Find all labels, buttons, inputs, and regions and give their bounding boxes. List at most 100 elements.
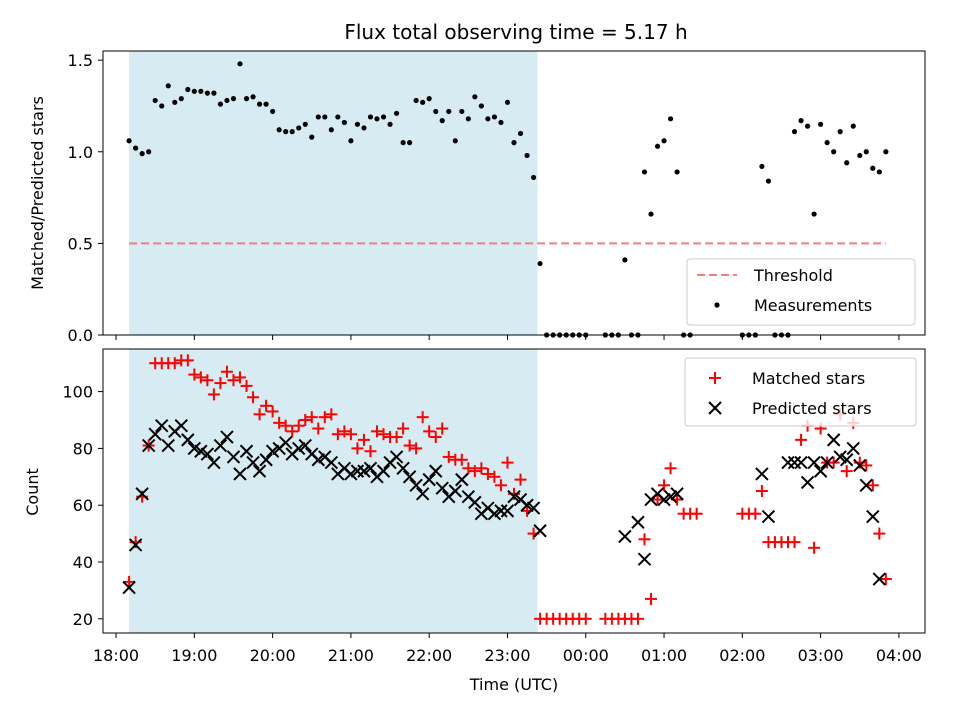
predicted-point: [872, 572, 887, 586]
matched-point: [481, 467, 494, 480]
measurement-point: [804, 123, 811, 129]
predicted-point: [298, 438, 312, 453]
x-tick-label: 18:00: [93, 646, 139, 665]
predicted-point: [415, 487, 430, 501]
x-tick-label: 20:00: [250, 646, 296, 665]
predicted-point: [200, 447, 215, 461]
measurement-point: [798, 118, 804, 124]
matched-stars-series: [123, 354, 892, 625]
matched-point: [168, 357, 181, 370]
matched-point: [214, 377, 227, 390]
legend-matched-label: Matched stars: [752, 369, 865, 388]
measurement-point: [146, 149, 152, 155]
measurement-point: [289, 129, 295, 135]
matched-point: [468, 465, 481, 478]
predicted-point: [141, 438, 156, 453]
matched-point: [312, 422, 325, 435]
measurement-point: [759, 163, 765, 170]
bottom-legend: Matched stars Predicted stars: [684, 357, 917, 427]
predicted-point: [161, 438, 175, 453]
y-tick-label: 60: [73, 496, 93, 515]
predicted-point: [494, 504, 508, 518]
matched-point: [501, 456, 514, 469]
measurement-point: [511, 140, 517, 146]
measurement-point: [459, 108, 465, 115]
measurement-point: [648, 211, 654, 217]
predicted-point: [670, 487, 684, 501]
x-tick-label: 03:00: [798, 646, 844, 665]
measurement-point: [400, 140, 406, 146]
legend-predicted-label: Predicted stars: [752, 399, 872, 418]
predicted-point: [213, 438, 228, 453]
matched-point: [827, 456, 840, 469]
measurement-point: [491, 114, 498, 120]
predicted-point: [866, 509, 880, 524]
measurement-point: [296, 125, 302, 131]
top-x-tickmarks: [115, 335, 900, 340]
matched-point: [494, 479, 507, 492]
measurement-point: [465, 116, 471, 122]
predicted-point: [396, 461, 410, 475]
matched-point: [455, 453, 468, 466]
x-tick-label: 04:00: [876, 646, 922, 665]
matched-point: [429, 431, 442, 444]
matched-point: [860, 459, 873, 472]
predicted-point: [207, 455, 221, 470]
matched-point: [279, 419, 292, 432]
measurement-point: [537, 260, 543, 267]
x-tick-label: 22:00: [406, 646, 452, 665]
measurement-point: [341, 119, 347, 126]
matched-point: [664, 462, 677, 475]
matched-point: [488, 470, 501, 483]
predicted-point: [402, 470, 417, 484]
legend-measurements-swatch: [714, 302, 720, 308]
matched-point: [475, 462, 488, 475]
predicted-point: [239, 444, 254, 458]
legend-measurements-label: Measurements: [754, 296, 872, 315]
measurement-point: [850, 123, 856, 129]
measurement-point: [667, 116, 674, 122]
predicted-point: [468, 495, 482, 510]
measurement-point: [661, 138, 667, 144]
measurement-point: [250, 94, 256, 100]
matched-point: [181, 354, 194, 367]
predicted-point: [278, 436, 293, 450]
x-axis-label: Time (UTC): [469, 675, 558, 694]
predicted-point: [618, 529, 632, 544]
matched-point: [305, 411, 318, 424]
bottom-observing-span: [129, 349, 538, 633]
predicted-point: [226, 450, 241, 464]
predicted-point: [846, 441, 860, 456]
matched-point: [423, 425, 436, 438]
matched-point: [690, 507, 703, 520]
predicted-point: [252, 464, 267, 478]
predicted-point: [128, 538, 143, 552]
matched-point: [631, 612, 644, 625]
predicted-point: [794, 455, 808, 470]
measurement-point: [211, 90, 217, 96]
predicted-point: [422, 472, 436, 487]
measurement-point: [309, 134, 315, 140]
measurement-point: [230, 96, 237, 102]
top-y-ticks: 0.0 0.5 1.0 1.5: [68, 51, 103, 345]
predicted-point: [435, 481, 449, 495]
measurement-point: [485, 116, 491, 122]
matched-point: [188, 368, 201, 381]
matched-point: [462, 462, 475, 475]
measurement-point: [883, 149, 889, 155]
matched-point: [442, 450, 455, 463]
matched-point: [325, 408, 338, 421]
measurement-point: [204, 90, 210, 96]
predicted-point: [500, 504, 515, 518]
y-tick-label: 40: [73, 553, 93, 572]
measurement-point: [876, 169, 882, 175]
matched-point: [658, 479, 671, 492]
measurement-point: [413, 97, 419, 104]
predicted-point: [813, 464, 828, 478]
predicted-point: [220, 430, 234, 444]
matched-point: [840, 465, 853, 478]
measurement-point: [472, 94, 478, 100]
matched-point: [266, 405, 279, 418]
predicted-point: [324, 455, 339, 470]
